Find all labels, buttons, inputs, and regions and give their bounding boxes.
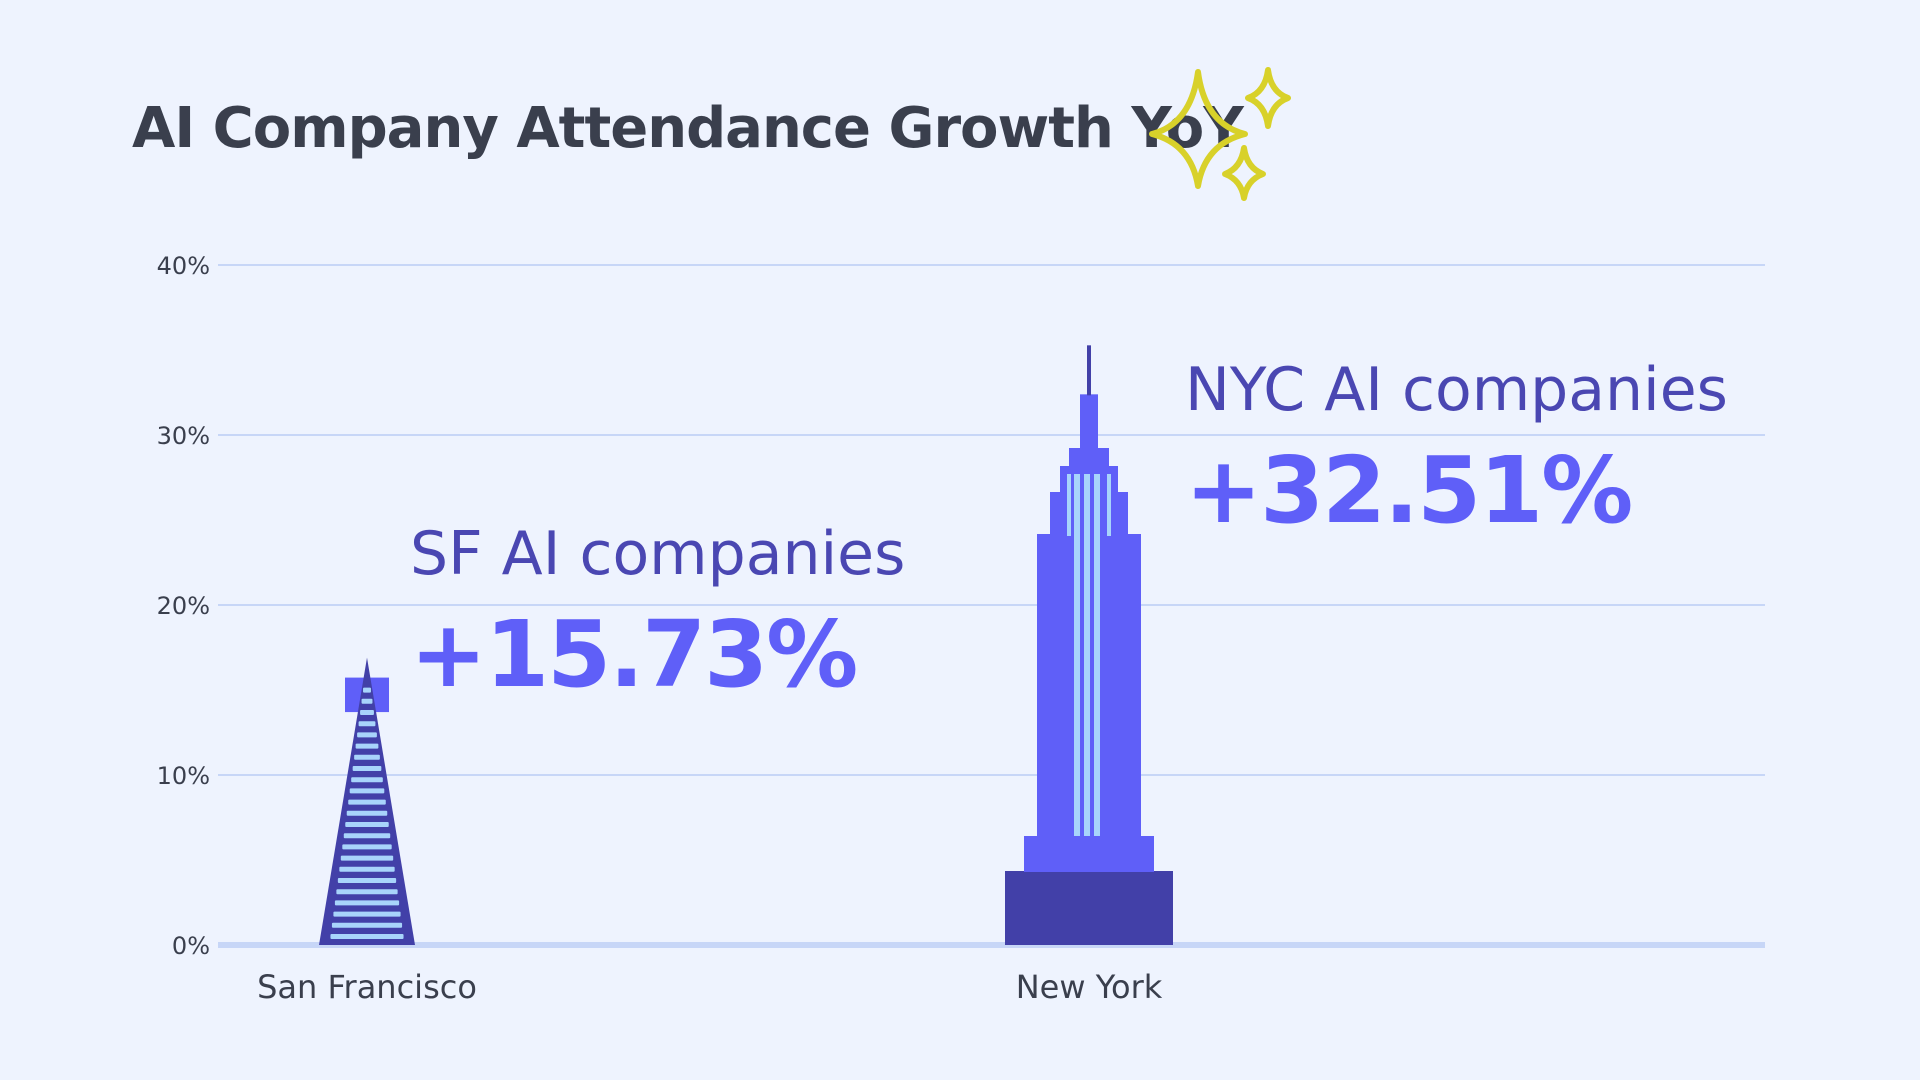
pyramid-window-band [336,889,398,895]
y-tick-label: 40% [157,252,210,280]
pyramid-windows [330,687,404,939]
building-window-strip [1094,474,1100,836]
building-spire [1087,345,1091,396]
building-tower [1080,394,1098,450]
x-category-label: San Francisco [257,968,477,1006]
pyramid-window-band [334,900,400,906]
pyramid-window-band [351,777,383,783]
building-window-strip [1107,474,1111,536]
pyramid-window-band [360,709,374,715]
gridlines [218,264,1765,948]
annotations: SF AI companies +15.73% NYC AI companies +3… [410,355,1728,708]
bar-new-york [1005,345,1173,945]
pyramid-window-band [363,687,371,693]
building-window-strip [1084,474,1090,836]
y-axis-ticks: 0% 10% 20% 30% 40% [157,252,210,960]
building-window-strip [1074,474,1080,836]
pyramid-window-band [357,732,377,738]
building-podium [1024,836,1154,872]
y-tick-label: 0% [172,932,210,960]
building-windows [1067,474,1111,836]
building-setback [1069,448,1109,468]
pyramid-window-band [342,844,392,850]
pyramid-window-band [343,833,391,839]
pyramid-window-band [330,933,404,939]
pyramid-window-band [355,743,379,749]
pyramid-window-band [331,922,403,928]
pyramid-window-band [348,799,386,805]
pyramid-window-band [354,754,380,760]
x-axis-categories: San Francisco New York [257,968,1163,1006]
bars [319,345,1173,945]
pyramid-window-band [346,810,388,816]
pyramid-window-band [345,821,389,827]
pyramid-window-band [337,877,397,883]
pyramid-window-band [349,788,385,794]
x-category-label: New York [1016,968,1163,1006]
pyramid-window-band [340,855,394,861]
annotation-label: SF AI companies [410,519,905,589]
pyramid-window-band [361,698,373,704]
pyramid-window-band [339,866,395,872]
annotation-value: +32.51% [1185,437,1631,544]
annotation-label: NYC AI companies [1185,355,1728,425]
building-window-strip [1067,474,1071,536]
sparkles-icon [1149,67,1291,201]
pyramid-window-band [352,765,382,771]
building-base [1005,871,1173,945]
chart-title: AI Company Attendance Growth YoY [132,96,1244,161]
y-tick-label: 20% [157,592,210,620]
bar-san-francisco [319,657,415,945]
pyramid-window-band [333,911,401,917]
annotation-value: +15.73% [410,601,856,708]
y-tick-label: 10% [157,762,210,790]
pyramid-window-band [358,721,376,727]
y-tick-label: 30% [157,422,210,450]
